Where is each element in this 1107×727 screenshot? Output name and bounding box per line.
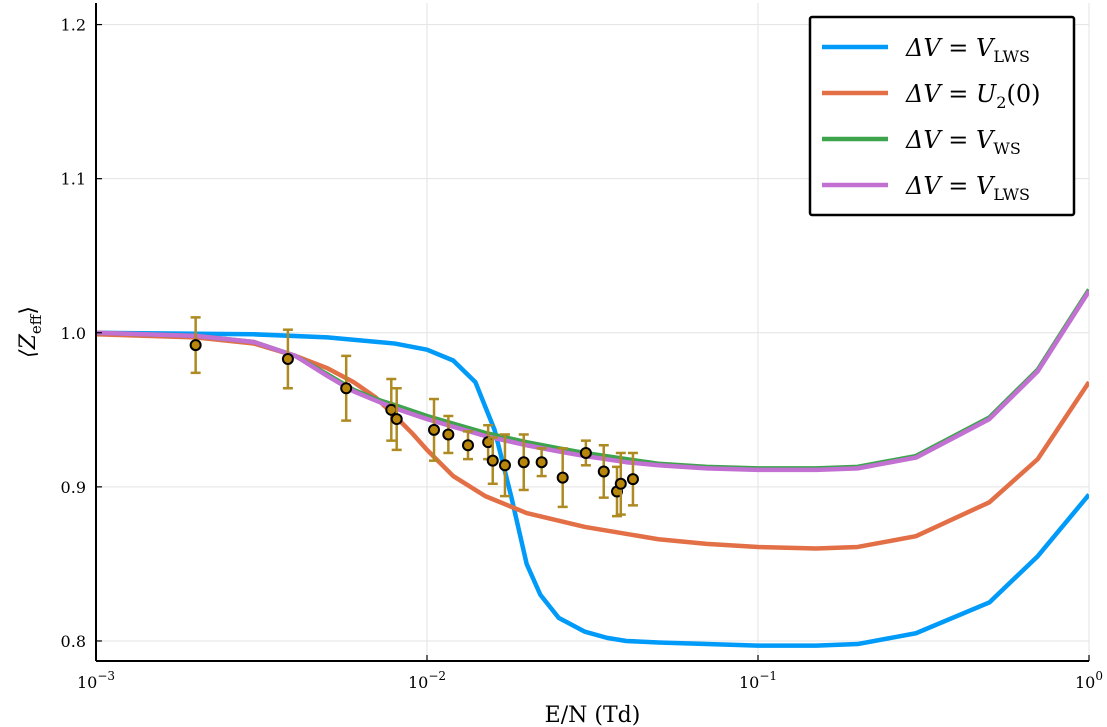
- data-point-15: [597, 444, 610, 499]
- data-point-4: [390, 386, 403, 452]
- legend-entry-3: ΔV = VLWS: [822, 172, 1030, 204]
- legend-entry-2: ΔV = VWS: [822, 126, 1021, 158]
- data-marker-5: [428, 423, 441, 436]
- x-axis-title: E/N (Td): [545, 703, 641, 727]
- data-marker-11: [517, 456, 530, 469]
- axis-titles: E/N (Td) ⟨Zeff⟩: [16, 306, 640, 727]
- tick-labels: 10−3 10−2 10−1 100 0.8 0.9 1.0 1.1 1.2: [61, 16, 1103, 692]
- data-point-11: [517, 433, 530, 492]
- data-marker-14: [579, 446, 592, 459]
- data-point-5: [428, 397, 441, 462]
- y-tick-label-1: 0.9: [61, 478, 86, 497]
- data-point-18: [626, 451, 639, 507]
- legend: ΔV = VLWS ΔV = U2(0) ΔV = VWS ΔV = VLWS: [808, 15, 1076, 217]
- legend-label-2: ΔV = VWS: [905, 126, 1021, 158]
- data-marker-0: [189, 339, 202, 352]
- axes: [95, 3, 1090, 662]
- x-tick-label-2: 10−1: [739, 669, 777, 692]
- data-marker-15: [597, 465, 610, 478]
- data-point-16: [611, 465, 624, 518]
- legend-entry-1: ΔV = U2(0): [822, 80, 1040, 112]
- x-tick-label-1: 10−2: [408, 669, 446, 692]
- legend-label-1: ΔV = U2(0): [905, 80, 1040, 112]
- legend-entry-0: ΔV = VLWS: [822, 34, 1030, 66]
- data-marker-2: [340, 382, 353, 395]
- data-point-17: [614, 451, 627, 516]
- series-line-0: [96, 330, 1089, 648]
- data-marker-18: [626, 473, 639, 486]
- legend-box: [808, 15, 1076, 217]
- data-point-1: [281, 328, 294, 390]
- y-tick-label-4: 1.2: [61, 16, 86, 35]
- data-point-12: [535, 447, 548, 478]
- data-point-6: [442, 414, 455, 455]
- data-marker-17: [614, 477, 627, 490]
- data-point-14: [579, 439, 592, 467]
- y-tick-label-3: 1.1: [61, 170, 86, 189]
- data-point-7: [461, 430, 474, 461]
- series-line-2: [96, 288, 1089, 471]
- data-marker-9: [486, 454, 499, 467]
- x-tick-label-3: 100: [1075, 669, 1103, 692]
- data-marker-7: [461, 439, 474, 452]
- data-marker-10: [498, 459, 511, 472]
- data-marker-13: [556, 471, 569, 484]
- data-point-9: [486, 436, 499, 486]
- x-tick-label-0: 10−3: [77, 669, 115, 692]
- data-marker-3: [385, 403, 398, 416]
- y-tick-label-0: 0.8: [61, 632, 86, 651]
- experimental-points: [189, 316, 639, 518]
- y-tick-label-2: 1.0: [61, 324, 86, 343]
- data-marker-6: [442, 428, 455, 441]
- data-marker-4: [390, 413, 403, 426]
- data-point-13: [556, 447, 569, 509]
- data-point-2: [340, 354, 353, 422]
- data-marker-12: [535, 456, 548, 469]
- data-point-10: [498, 433, 511, 498]
- legend-label-0: ΔV = VLWS: [905, 34, 1030, 66]
- legend-label-3: ΔV = VLWS: [905, 172, 1030, 204]
- series-line-1: [96, 332, 1089, 551]
- data-marker-1: [281, 352, 294, 365]
- data-point-3: [385, 377, 398, 442]
- series-line-3: [96, 289, 1089, 473]
- data-point-0: [189, 316, 202, 375]
- y-axis-title: ⟨Zeff⟩: [16, 306, 45, 358]
- series-lines: [96, 288, 1089, 648]
